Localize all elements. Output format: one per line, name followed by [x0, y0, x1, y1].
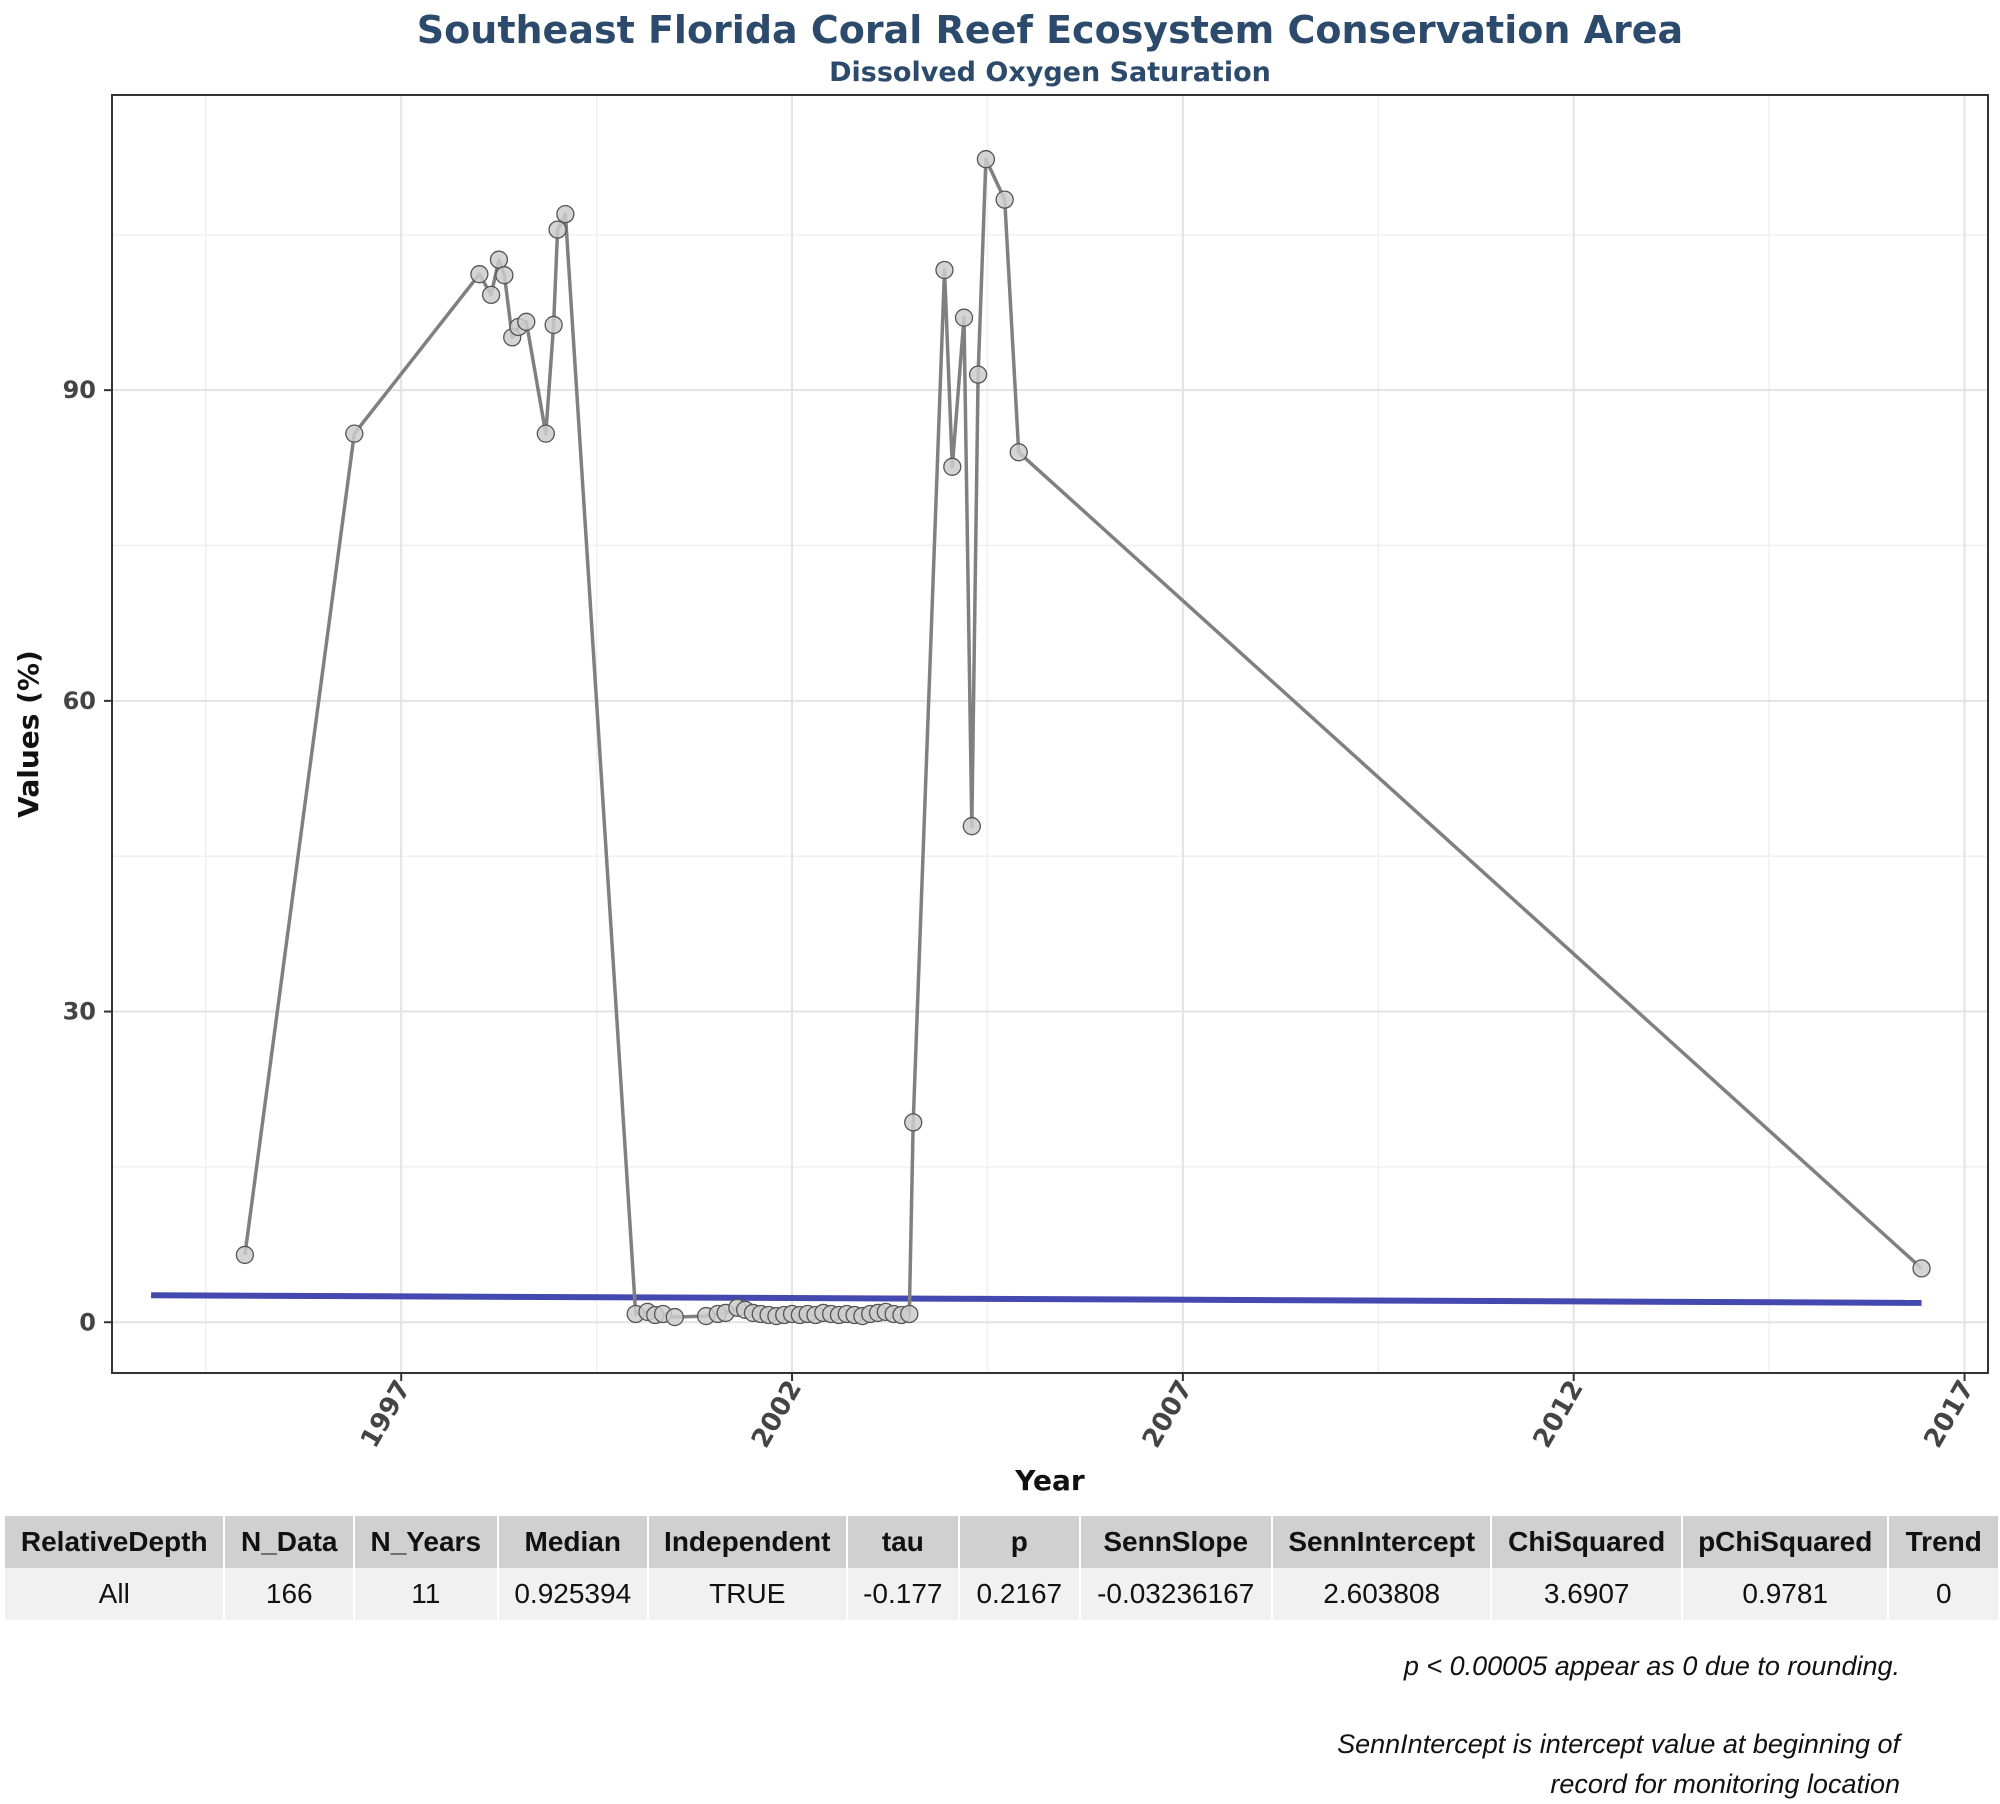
col-header-tau: tau — [846, 1516, 961, 1568]
data-point — [1009, 443, 1028, 462]
y-tick-label: 90 — [63, 376, 96, 404]
data-point — [556, 204, 575, 224]
trend-line — [151, 1292, 1922, 1306]
data-point — [962, 817, 981, 836]
cell-p-chi-squared: 0.9781 — [1681, 1568, 1890, 1620]
col-header-median: Median — [497, 1516, 650, 1568]
data-point — [517, 312, 536, 331]
data-point — [954, 308, 974, 327]
y-axis-ticks: 0 30 60 90 — [63, 376, 112, 1336]
chart-subtitle: Dissolved Oxygen Saturation — [829, 57, 1271, 88]
note-intercept-line2: record for monitoring location — [1550, 1769, 1900, 1799]
col-header-n-years: N_Years — [354, 1516, 499, 1568]
cell-relative-depth: All — [5, 1568, 226, 1620]
x-tick-label: 2007 — [1137, 1376, 1199, 1454]
y-axis-title: Values (%) — [12, 650, 45, 818]
plot-panel — [112, 95, 1988, 1373]
col-header-n-data: N_Data — [224, 1516, 355, 1568]
chart: Southeast Florida Coral Reef Ecosystem C… — [12, 8, 1989, 1497]
y-tick-label: 0 — [79, 1308, 96, 1336]
x-tick-label: 2017 — [1918, 1376, 1980, 1454]
col-header-senn-slope: SennSlope — [1079, 1516, 1273, 1568]
data-point — [995, 190, 1014, 209]
note-rounding: p < 0.00005 appear as 0 due to rounding. — [1403, 1651, 1900, 1681]
col-header-chi-squared: ChiSquared — [1491, 1516, 1683, 1568]
col-header-trend: Trend — [1888, 1516, 2000, 1568]
chart-title: Southeast Florida Coral Reef Ecosystem C… — [417, 8, 1683, 52]
data-point — [904, 1113, 923, 1132]
data-point — [544, 315, 563, 335]
y-tick-label: 60 — [63, 687, 96, 715]
data-point — [900, 1304, 919, 1324]
col-header-p: p — [959, 1516, 1081, 1568]
x-tick-label: 1997 — [355, 1376, 417, 1454]
data-point — [665, 1307, 684, 1327]
points-layer — [235, 150, 1931, 1327]
data-point — [548, 220, 567, 239]
col-header-independent: Independent — [648, 1516, 848, 1568]
col-header-senn-intercept: SennIntercept — [1271, 1516, 1493, 1568]
plot-border — [111, 94, 1989, 1374]
cell-independent: TRUE — [648, 1568, 848, 1620]
data-point — [481, 285, 501, 305]
cell-senn-intercept: 2.603808 — [1271, 1568, 1493, 1620]
cell-n-data: 166 — [224, 1568, 355, 1620]
cell-median: 0.925394 — [497, 1568, 650, 1620]
x-axis-ticks: 1997 2002 2007 2012 2017 — [355, 1373, 1981, 1453]
cell-senn-slope: -0.03236167 — [1079, 1568, 1273, 1620]
y-tick-label: 30 — [63, 998, 96, 1026]
data-point — [470, 265, 489, 284]
cell-tau: -0.177 — [846, 1568, 961, 1620]
cell-chi-squared: 3.6907 — [1491, 1568, 1683, 1620]
cell-trend: 0 — [1888, 1568, 2000, 1620]
stats-table: RelativeDepth N_Data N_Years Median Inde… — [5, 1516, 2000, 1620]
x-tick-label: 2002 — [746, 1376, 808, 1454]
data-point — [235, 1245, 255, 1265]
data-point — [536, 424, 555, 443]
cell-p: 0.2167 — [959, 1568, 1081, 1620]
col-header-p-chi-squared: pChiSquared — [1681, 1516, 1890, 1568]
data-point — [489, 250, 509, 269]
grid-lines — [112, 95, 1988, 1373]
data-point — [976, 150, 996, 169]
table-row: All 166 11 0.925394 TRUE -0.177 0.2167 -… — [5, 1568, 2000, 1620]
data-point — [943, 457, 962, 476]
data-point — [968, 365, 988, 384]
cell-n-years: 11 — [354, 1568, 499, 1620]
data-point — [345, 424, 364, 443]
x-axis-title: Year — [1014, 1464, 1085, 1497]
col-header-relative-depth: RelativeDepth — [5, 1516, 226, 1568]
note-intercept-line1: SennIntercept is intercept value at begi… — [1337, 1729, 1900, 1759]
x-tick-label: 2012 — [1528, 1376, 1590, 1454]
data-point — [935, 260, 954, 280]
data-point — [1912, 1259, 1931, 1278]
table-header-row: RelativeDepth N_Data N_Years Median Inde… — [5, 1516, 2000, 1568]
data-point — [495, 266, 514, 285]
